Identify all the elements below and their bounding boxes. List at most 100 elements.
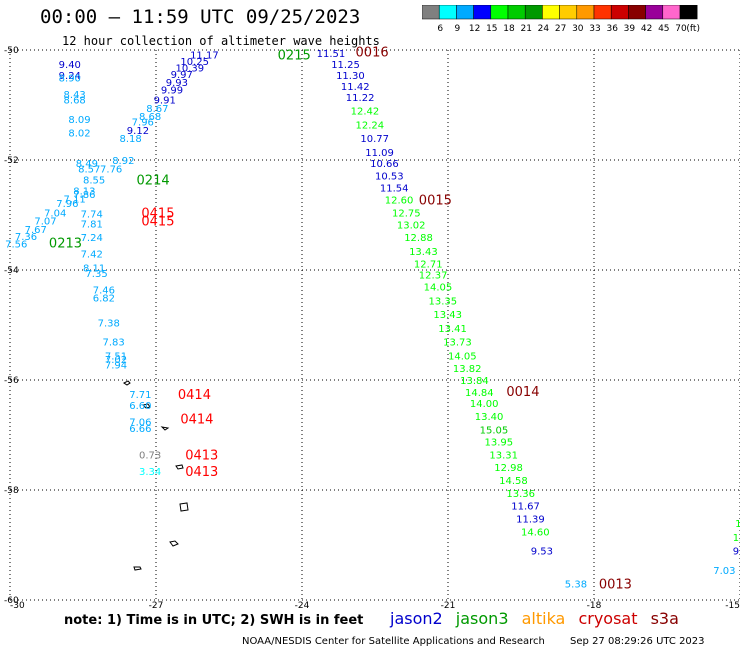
wave-height-label: 7.36	[15, 232, 37, 243]
wave-height-label: 7.74	[81, 209, 103, 220]
wave-height-label: 9.91	[154, 96, 176, 107]
wave-height-label: 13.73	[443, 338, 472, 349]
wave-height-label: 13.02	[397, 220, 426, 231]
island	[133, 566, 142, 571]
x-tick-label: -27	[149, 601, 164, 610]
pass-time-label: 0413	[185, 448, 218, 463]
wave-height-label: 7.04	[44, 208, 66, 219]
wave-height-label: 11.09	[365, 148, 394, 159]
wave-height-label: 11.25	[331, 60, 360, 71]
wave-height-label: 11.39	[516, 515, 545, 526]
y-tick-label: -56	[4, 376, 19, 386]
pass-time-label: 0014	[506, 385, 539, 400]
x-tick-label: -30	[10, 601, 25, 610]
y-tick-labels: -50 -52 -54 -56 -58 -60	[4, 46, 19, 606]
wave-height-label: 8.09	[68, 115, 90, 126]
wave-height-label: 9.93	[166, 78, 188, 89]
pass-time-label: 0413	[185, 465, 218, 480]
wave-height-label: 7.35	[85, 269, 107, 280]
satellite-legend: jason2 jason3 altika cryosat s3a	[390, 609, 687, 628]
wave-height-label: 7.81	[81, 219, 103, 230]
wave-height-label: 7.56	[5, 240, 27, 251]
wave-height-label: 7.11	[64, 195, 86, 206]
wave-height-label: 8.49	[76, 159, 98, 170]
wave-height-label: 7.83	[102, 338, 124, 349]
pass-time-label: 0016	[356, 46, 389, 61]
wave-height-label: 7.02	[105, 355, 127, 366]
wave-height-label: 7.51	[105, 351, 127, 362]
pass-time-label: 0414	[178, 388, 211, 403]
altimeter-map: -50 -52 -54 -56 -58 -60 -30 -27 -24 -21 -18 -15 11…	[4, 46, 740, 610]
wave-height-label: 12.37	[419, 270, 448, 281]
wave-height-label: 7.94	[105, 361, 127, 372]
pass-time-label: 0215	[278, 48, 311, 63]
wave-height-label: 11.54	[380, 184, 409, 195]
scale-label: 30	[572, 24, 584, 34]
wave-height-label: 6.66	[129, 424, 151, 435]
wave-height-color-scale: 6 9 12 15 18 21 24 27 30 33 36 39 42 45 70 (ft)	[422, 5, 700, 34]
y-tick-label: -58	[4, 486, 19, 496]
wave-height-label: 9.99	[161, 86, 183, 97]
wave-height-label: 8.92	[112, 156, 134, 167]
wave-height-label: 13.82	[453, 364, 482, 375]
x-tick-label: -21	[441, 601, 456, 610]
wave-height-label: 7.96	[56, 199, 78, 210]
island	[141, 403, 151, 409]
page-title: 00:00 – 11:59 UTC 09/25/2023	[40, 6, 361, 28]
wave-height-label: 8.55	[83, 175, 105, 186]
wave-height-label: 11.22	[346, 93, 375, 104]
wave-height-label: 11.30	[336, 71, 365, 82]
island	[160, 426, 170, 431]
wave-height-label: 14.58	[499, 476, 528, 487]
wave-height-label: 8.13	[73, 186, 95, 197]
wave-height-label: 7.46	[93, 285, 115, 296]
island	[169, 540, 179, 547]
island	[175, 464, 184, 470]
wave-height-label: 10.39	[175, 64, 204, 75]
wave-height-label: 12.42	[351, 107, 380, 118]
scale-label: 33	[589, 24, 600, 34]
wave-height-label: 7.42	[81, 250, 103, 261]
scale-unit: (ft)	[686, 24, 700, 34]
scale-label: 36	[606, 24, 618, 34]
wave-height-label: 7.96	[132, 118, 154, 129]
wave-height-label: 13.41	[438, 324, 467, 335]
y-tick-label: -52	[4, 156, 19, 166]
wave-height-label: 13.	[733, 533, 740, 544]
x-tick-labels: -30 -27 -24 -21 -18 -15	[10, 601, 740, 610]
wave-height-label: 14.84	[465, 388, 494, 399]
wave-height-label: 9.7	[733, 547, 740, 558]
wave-height-label: 8.57	[78, 164, 100, 175]
y-tick-label: -54	[4, 266, 19, 276]
wave-height-label: 11.67	[511, 501, 540, 512]
wave-height-label: 13.36	[506, 489, 535, 500]
wave-height-label: 8.11	[83, 263, 105, 274]
wave-height-label: 9.12	[127, 126, 149, 137]
wave-height-label: 1:	[735, 519, 740, 530]
legend-jason2: jason2	[390, 609, 443, 628]
wave-height-label: 10.66	[370, 159, 399, 170]
scale-label: 15	[486, 24, 497, 34]
wave-height-label: 7.38	[98, 318, 120, 329]
wave-height-label: 13.31	[489, 450, 518, 461]
wave-height-label: 0.73	[139, 450, 161, 461]
wave-height-label: 13.84	[460, 376, 489, 387]
wave-height-label: 9.53	[531, 547, 553, 558]
map-grid	[9, 49, 740, 601]
pass-time-label: 0414	[180, 413, 213, 428]
wave-height-label: 15.05	[480, 426, 509, 437]
wave-height-label: 8.43	[64, 90, 86, 101]
wave-height-label: 8.02	[68, 129, 90, 140]
scale-label: 27	[555, 24, 566, 34]
credit-org: NOAA/NESDIS Center for Satellite Applica…	[242, 636, 545, 647]
pass-time-label: 0213	[49, 237, 82, 252]
pass-time-label: 0214	[137, 173, 170, 188]
wave-height-label: 7.67	[25, 225, 47, 236]
wave-height-label: 11.42	[341, 82, 370, 93]
wave-height-label: 6.82	[93, 294, 115, 305]
wave-height-label: 13.43	[433, 310, 462, 321]
wave-height-label: 12.88	[404, 233, 433, 244]
wave-height-label: 9.97	[171, 70, 193, 81]
wave-height-label: 8.18	[120, 134, 142, 145]
